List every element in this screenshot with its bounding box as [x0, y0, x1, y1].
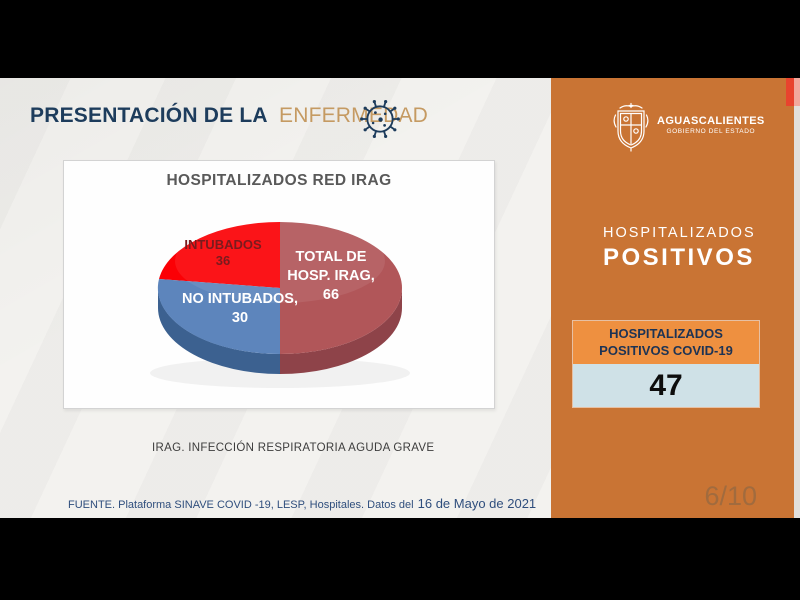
sidebar-heading-line2: POSITIVOS	[603, 244, 755, 271]
accent-pink	[794, 78, 800, 106]
edge-strip	[794, 78, 800, 518]
page-title: PRESENTACIÓN DE LA ENFERMEDAD	[30, 104, 428, 128]
stat-card: HOSPITALIZADOS POSITIVOS COVID-19 47	[572, 320, 760, 408]
pie-label-total-line2: HOSP. IRAG,	[287, 268, 375, 284]
pie-side-total	[280, 288, 402, 374]
sidebar: AGUASCALIENTES GOBIERNO DEL ESTADO HOSPI…	[551, 78, 794, 518]
page-title-secondary: ENFERMEDAD	[279, 104, 429, 127]
accent-red	[786, 78, 794, 106]
letterbox-bottom	[0, 518, 800, 600]
pie-slice-no-intubados	[157, 279, 280, 355]
sidebar-heading-line1: HOSPITALIZADOS	[603, 225, 756, 241]
stat-card-title-line2: POSITIVOS COVID-19	[599, 342, 733, 358]
state-logo-subtitle: GOBIERNO DEL ESTADO	[666, 128, 756, 135]
presentation-slide: PRESENTACIÓN DE LA ENFERMEDAD	[0, 78, 800, 518]
state-logo-name: AGUASCALIENTES	[657, 115, 765, 127]
sidebar-heading: HOSPITALIZADOS POSITIVOS	[603, 225, 756, 272]
pie-label-total-line1: TOTAL DE	[296, 249, 367, 265]
source-line: FUENTE. Plataforma SINAVE COVID -19, LES…	[68, 496, 536, 511]
pie-label-no-intubados-line1: NO INTUBADOS,	[182, 291, 298, 307]
irag-definition: IRAG. INFECCIÓN RESPIRATORIA AGUDA GRAVE	[152, 442, 435, 454]
source-date: 16 de Mayo de 2021	[417, 496, 537, 511]
pie-side-no-intubados	[158, 288, 280, 374]
stat-card-title-line1: HOSPITALIZADOS	[609, 326, 723, 341]
page-indicator: 6/10	[704, 481, 757, 511]
state-seal-icon	[613, 102, 649, 152]
chart-card: INTUBADOS 36 TOTAL DE HOSP. IRAG, 66 NO …	[63, 160, 495, 409]
state-logo: AGUASCALIENTES GOBIERNO DEL ESTADO	[611, 102, 765, 152]
pie-label-intubados-line2: 36	[216, 253, 230, 268]
pie-slice-total	[280, 222, 402, 354]
virus-icon	[360, 100, 400, 138]
page-title-primary: PRESENTACIÓN DE LA	[30, 104, 267, 127]
stat-value: 47	[573, 364, 759, 407]
letterbox-top	[0, 0, 800, 78]
stat-card-header: HOSPITALIZADOS POSITIVOS COVID-19	[573, 321, 759, 364]
chart-title: HOSPITALIZADOS RED IRAG	[166, 172, 392, 189]
pie-label-intubados-line1: INTUBADOS	[184, 237, 262, 252]
pie-label-total-line3: 66	[323, 287, 339, 303]
pie-chart: INTUBADOS 36 TOTAL DE HOSP. IRAG, 66 NO …	[150, 219, 410, 388]
pie-slice-intubados	[159, 221, 280, 288]
pie-label-no-intubados-line2: 30	[232, 310, 248, 326]
source-prefix: FUENTE. Plataforma SINAVE COVID -19, LES…	[68, 499, 414, 511]
pie-gloss	[175, 219, 385, 303]
